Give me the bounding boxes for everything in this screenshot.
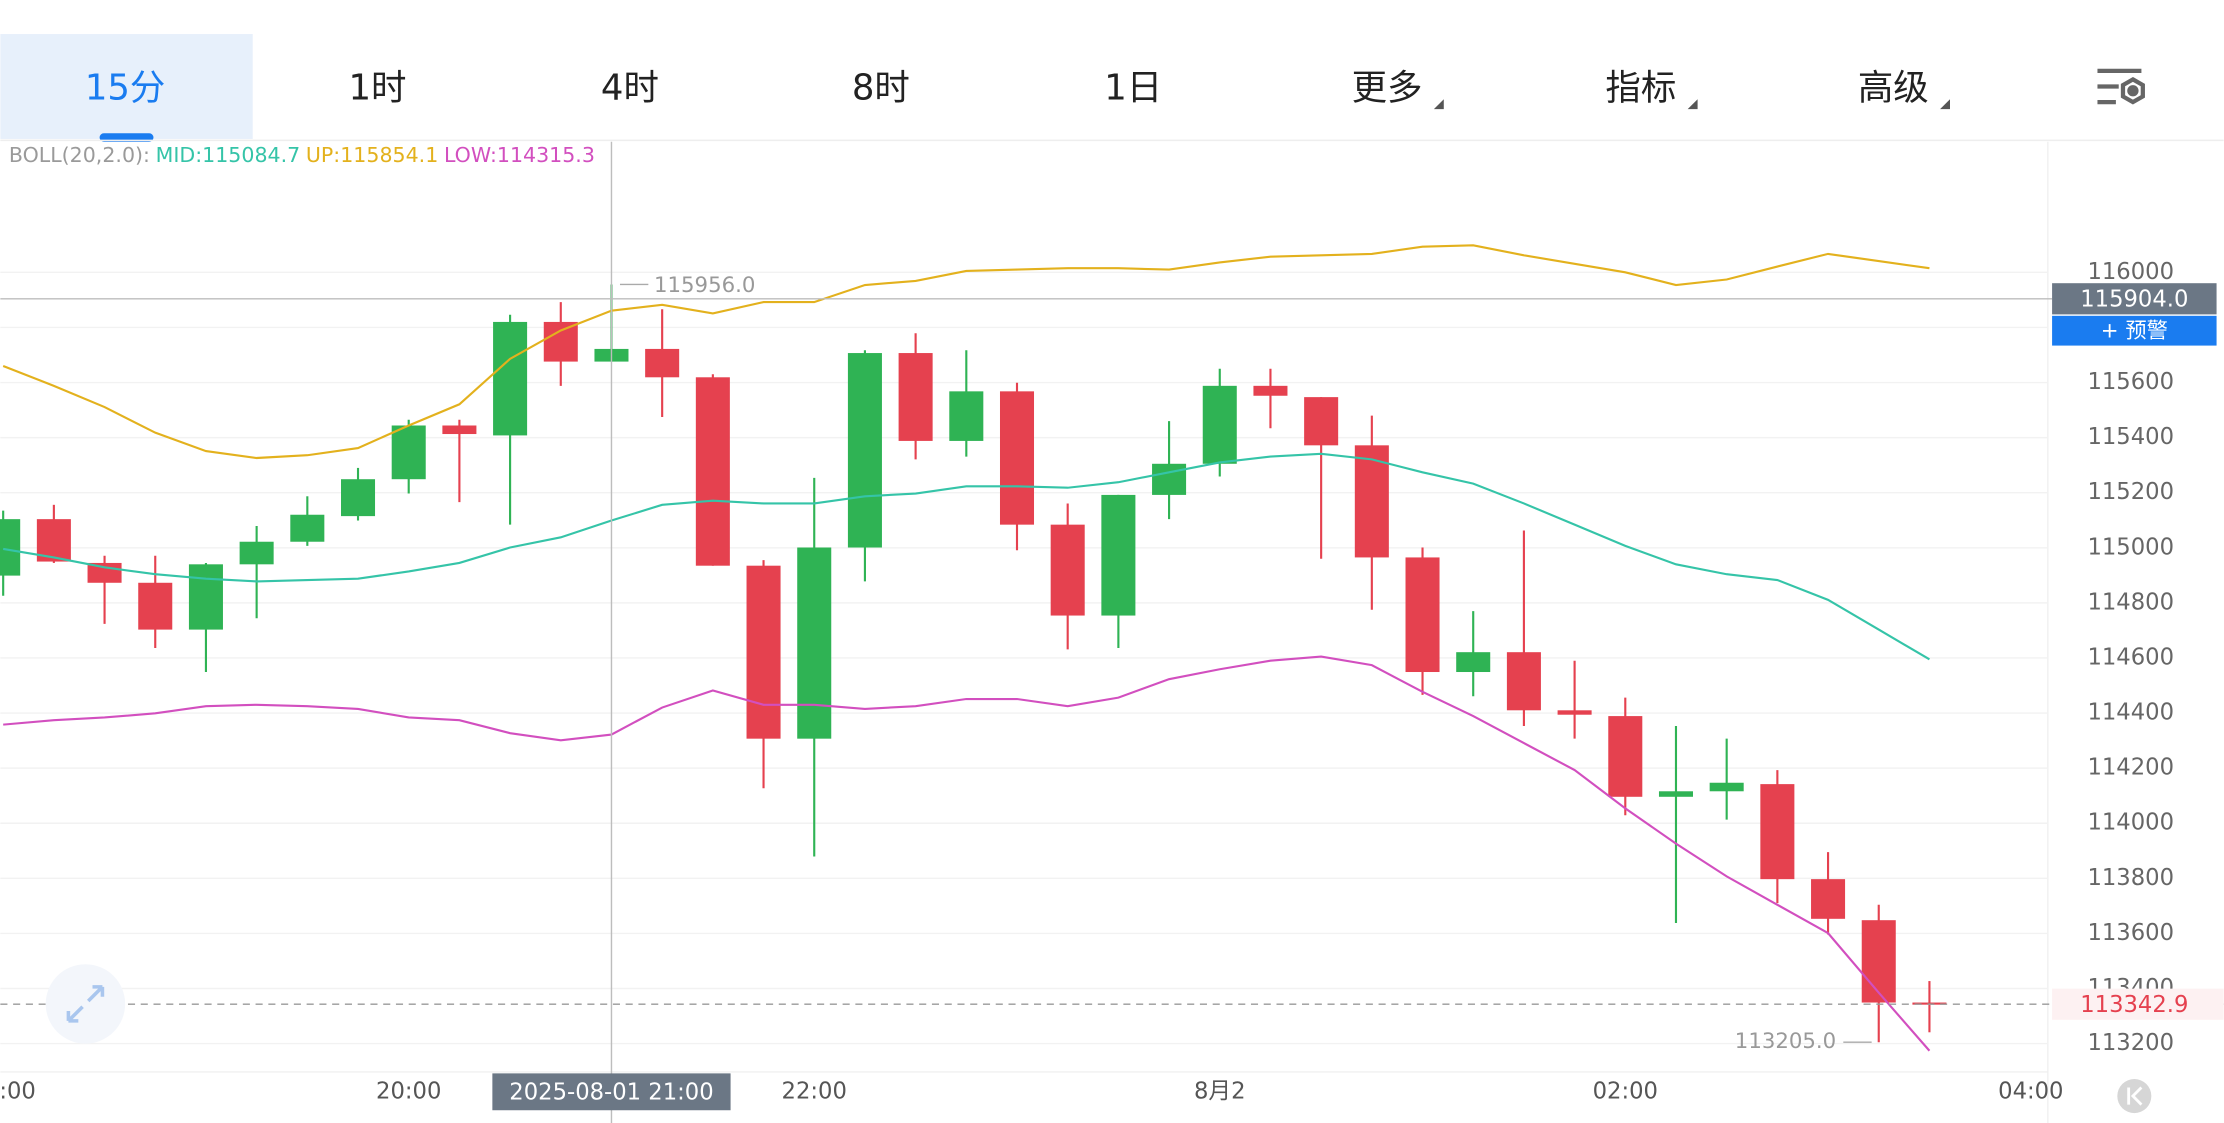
candle-body [239, 541, 274, 565]
x-tick-label: 18:00 [0, 1078, 36, 1104]
grid: 1132001134001136001138001140001142001144… [0, 259, 2174, 1104]
candle-body [1760, 784, 1795, 880]
candle-body [391, 425, 426, 480]
candle-body [1861, 920, 1896, 1003]
crosshair-time-label: 2025-08-01 21:00 [509, 1080, 713, 1106]
candle-body [645, 348, 680, 378]
candle-body [493, 321, 528, 436]
dropdown-arrow [1940, 99, 1950, 110]
crosshair-price-label: 115904.0 [2080, 287, 2188, 313]
x-tick-label: 8月2 [1194, 1078, 1246, 1104]
y-tick-label: 116000 [2087, 259, 2174, 285]
tab[interactable]: 8时 [852, 67, 910, 108]
tab[interactable]: 1时 [349, 67, 407, 108]
y-tick-label: 113800 [2087, 865, 2174, 891]
y-tick-label: 114400 [2087, 700, 2174, 726]
dropdown-arrow [1687, 99, 1698, 110]
candle-body [442, 425, 477, 435]
candle-body [0, 519, 21, 576]
legend-entry: LOW:114315.3 [444, 143, 595, 167]
candle-body [746, 565, 781, 739]
crosshair-price-tag [2052, 283, 2217, 315]
y-tick-label: 114600 [2087, 644, 2174, 670]
tab[interactable]: 指标 [1605, 67, 1676, 108]
candle-body [1811, 879, 1846, 919]
overlay: 115956.0 113205.0 113342.9 115904.0 + 预警 2025… [0, 141, 2224, 1123]
selected-tab-bg [0, 34, 253, 139]
tab[interactable]: 高级 [1858, 67, 1929, 108]
y-tick-label: 115200 [2087, 479, 2174, 505]
candle-body [1152, 463, 1187, 495]
candle-body [1253, 385, 1288, 396]
last-price-tag [2052, 988, 2224, 1020]
candle-body [543, 321, 578, 362]
low-marker-label: 113205.0 [1735, 1029, 1836, 1054]
high-marker-label: 115956.0 [654, 273, 755, 298]
x-tick-label: 02:00 [1593, 1078, 1658, 1104]
candle-body [797, 547, 832, 739]
candle-body [1050, 524, 1085, 616]
candle-body [1608, 716, 1643, 797]
x-tick-label: 04:00 [1998, 1078, 2063, 1104]
candle-body [1456, 652, 1491, 673]
tab[interactable]: 1日 [1104, 67, 1162, 108]
plot [0, 244, 1947, 1052]
alert-button-bg[interactable] [2052, 315, 2217, 346]
y-tick-label: 114800 [2087, 589, 2174, 615]
candle-body [341, 479, 376, 517]
y-tick-label: 114200 [2087, 755, 2174, 781]
legend-entry: UP:115854.1 [306, 143, 438, 167]
candle-body [1101, 494, 1136, 616]
tab[interactable]: 4时 [601, 67, 659, 108]
candle-body [949, 391, 984, 441]
candle-body [999, 391, 1035, 525]
y-tick-label: 115600 [2087, 369, 2174, 395]
candle-body [1202, 385, 1237, 464]
candle-body [1405, 557, 1440, 673]
candle-body [1658, 791, 1693, 797]
candle-body [695, 377, 730, 566]
legend-entry: MID:115084.7 [156, 143, 301, 167]
candle-body [1557, 710, 1592, 715]
indicator-name: BOLL(20,2.0): [9, 143, 150, 167]
expand-button[interactable] [45, 964, 126, 1044]
y-tick-label: 115400 [2087, 424, 2174, 450]
indicator-line [2, 244, 1930, 460]
indicator-line [3, 655, 1931, 1052]
y-tick-label: 115000 [2087, 534, 2174, 560]
settings-icon[interactable] [2097, 68, 2145, 105]
candle-body [138, 582, 173, 630]
indicator-legend: BOLL(20,2.0): MID:115084.7 UP:115854.1 LOW:… [9, 143, 595, 167]
candle-body [290, 514, 325, 542]
x-tick-label: 20:00 [376, 1078, 441, 1104]
y-tick-label: 113200 [2087, 1030, 2174, 1056]
alert-button[interactable]: + 预警 [2101, 318, 2168, 343]
candle-body [1304, 397, 1339, 446]
indicator-line [3, 452, 1930, 661]
y-tick-label: 113600 [2087, 920, 2174, 946]
tab[interactable]: 15分 [85, 67, 166, 108]
y-tick-label: 114000 [2087, 810, 2174, 836]
candle-body [1709, 782, 1744, 792]
candle-body [898, 353, 933, 441]
x-tick-label: 22:00 [782, 1078, 847, 1104]
dropdown-arrow [1433, 99, 1444, 110]
scroll-latest-button[interactable] [2117, 1079, 2152, 1114]
candle-body [1506, 652, 1541, 711]
candle-body [188, 564, 223, 630]
tab[interactable]: 更多 [1352, 67, 1423, 108]
crosshair-time-tag [492, 1073, 731, 1111]
candle-body [1354, 445, 1389, 558]
last-price-label: 113342.9 [2080, 992, 2188, 1018]
candle-body [847, 353, 882, 548]
